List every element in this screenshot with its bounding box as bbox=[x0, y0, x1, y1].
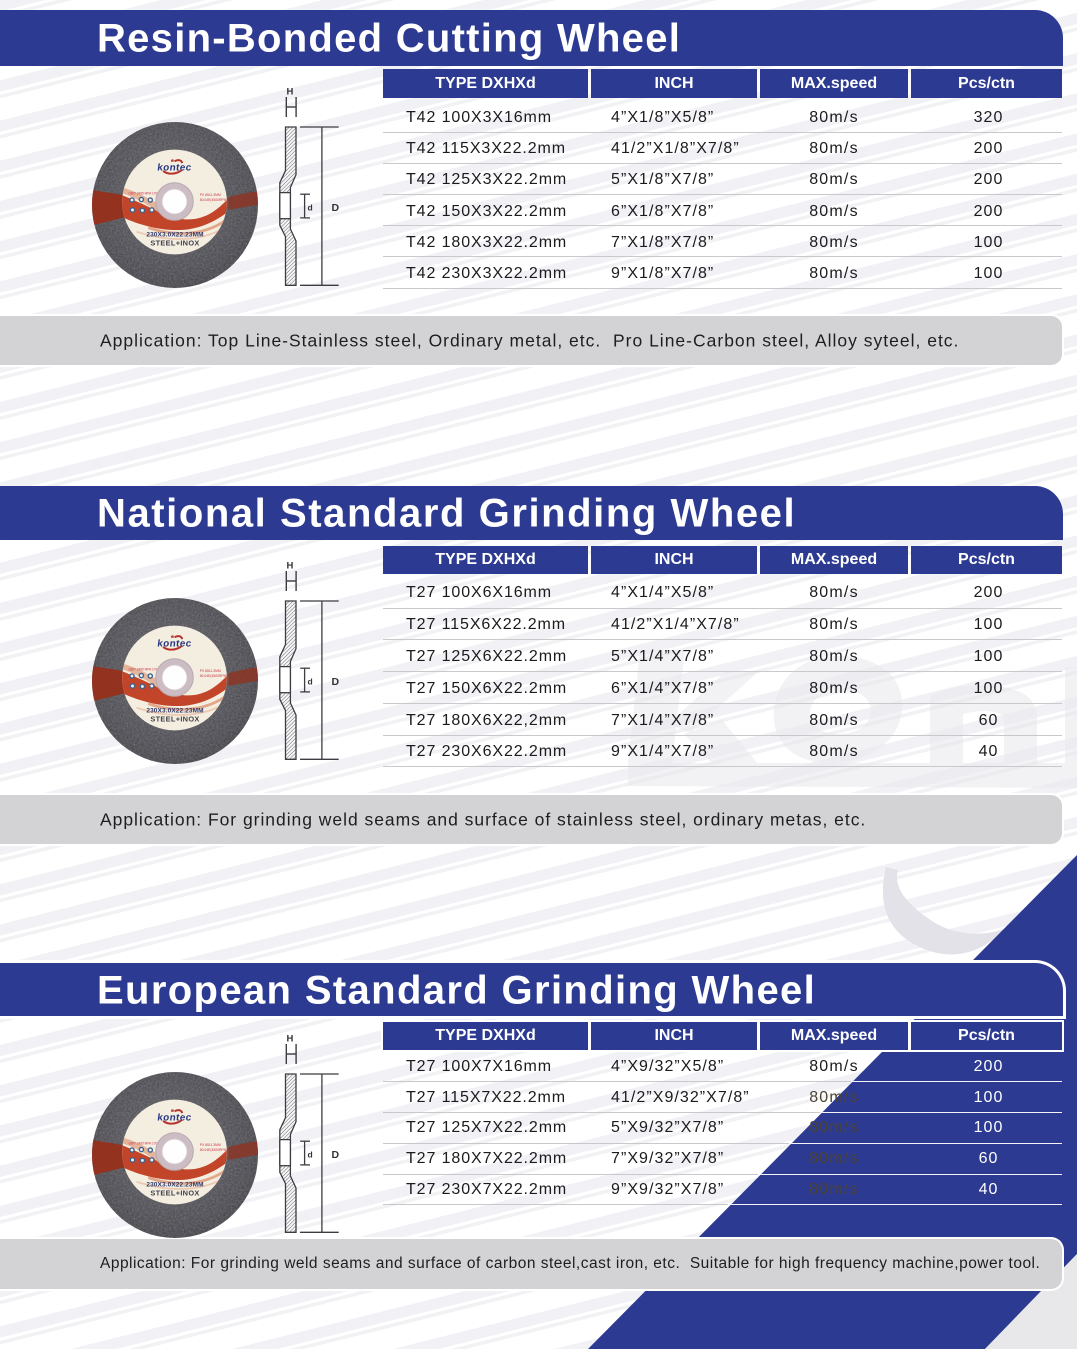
svg-text:D: D bbox=[332, 1149, 340, 1161]
svg-text:80.04E(4500RPM: 80.04E(4500RPM bbox=[200, 674, 227, 678]
svg-text:230X3.0X22.23MM: 230X3.0X22.23MM bbox=[146, 231, 203, 238]
svg-text:PX 8511.3MM: PX 8511.3MM bbox=[200, 669, 221, 673]
svg-text:H: H bbox=[287, 1034, 294, 1045]
svg-text:STEEL+INOX: STEEL+INOX bbox=[150, 238, 199, 247]
svg-text:STEEL+INOX: STEEL+INOX bbox=[150, 1189, 199, 1198]
svg-text:PX 8511.3MM: PX 8511.3MM bbox=[200, 193, 221, 197]
svg-text:d: d bbox=[308, 677, 313, 687]
svg-text:d: d bbox=[308, 1150, 313, 1160]
svg-text:kontec: kontec bbox=[157, 162, 193, 173]
svg-text:PX 8511.3MM: PX 8511.3MM bbox=[200, 1143, 221, 1147]
svg-text:D: D bbox=[332, 676, 340, 688]
svg-text:STEEL+INOX: STEEL+INOX bbox=[150, 714, 199, 723]
svg-text:kontec: kontec bbox=[157, 638, 193, 649]
svg-text:GB/T 2485 MPA 170538: GB/T 2485 MPA 170538 bbox=[129, 667, 163, 671]
svg-text:230X3.0X22.23MM: 230X3.0X22.23MM bbox=[146, 1182, 203, 1189]
svg-text:d: d bbox=[308, 203, 313, 213]
svg-text:D: D bbox=[332, 202, 340, 214]
svg-text:H: H bbox=[287, 87, 294, 98]
svg-text:H: H bbox=[287, 561, 294, 572]
svg-text:80.04E(4500RPM: 80.04E(4500RPM bbox=[200, 198, 227, 202]
svg-text:GB/T 2485 MPA 170538: GB/T 2485 MPA 170538 bbox=[129, 191, 163, 195]
svg-text:GB/T 2485 MPA 170538: GB/T 2485 MPA 170538 bbox=[129, 1142, 163, 1146]
svg-text:kontec: kontec bbox=[157, 1112, 193, 1123]
svg-text:80.04E(4500RPM: 80.04E(4500RPM bbox=[200, 1148, 227, 1152]
svg-text:230X3.0X22.23MM: 230X3.0X22.23MM bbox=[146, 707, 203, 714]
